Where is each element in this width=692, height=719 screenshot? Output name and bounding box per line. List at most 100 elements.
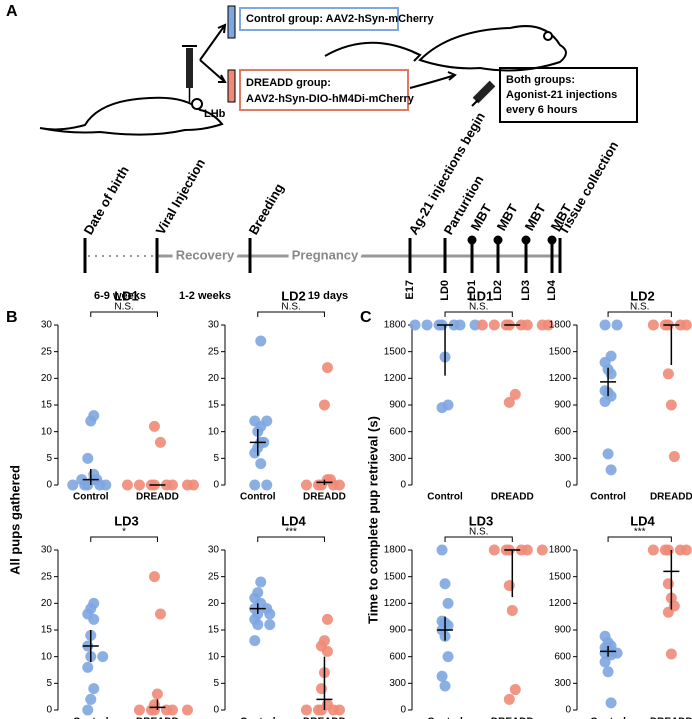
y-tick-label: 1800	[384, 545, 407, 556]
day-label: LD3	[520, 280, 532, 301]
syringe-left	[182, 45, 197, 102]
data-point	[436, 402, 448, 414]
x-tick-label: DREADD	[491, 717, 534, 719]
y-tick-label: 30	[41, 545, 53, 556]
data-point	[148, 699, 160, 711]
data-point	[665, 648, 677, 660]
panel-label: B	[6, 309, 18, 326]
x-tick-label: DREADD	[303, 717, 346, 719]
y-tick-label: 25	[208, 346, 220, 357]
data-point	[166, 704, 178, 716]
y-tick-label: 0	[565, 705, 571, 716]
y-tick-label: 0	[46, 480, 52, 491]
duration-label: 1-2 weeks	[179, 290, 231, 302]
data-point	[82, 661, 94, 673]
y-tick-label: 10	[208, 651, 220, 662]
y-tick-label: 300	[389, 453, 406, 464]
significance: ***	[634, 527, 646, 538]
significance-bracket	[607, 536, 672, 542]
y-tick-label: 900	[389, 400, 406, 411]
data-point	[503, 396, 515, 408]
y-tick-label: 5	[46, 678, 52, 689]
y-tick-label: 0	[213, 480, 219, 491]
data-point	[154, 436, 166, 448]
significance: N.S.	[114, 302, 133, 313]
data-point	[249, 635, 261, 647]
data-point	[333, 479, 345, 491]
data-point	[602, 666, 614, 678]
y-tick-label: 0	[565, 480, 571, 491]
x-tick-label: Control	[73, 717, 109, 719]
y-tick-label: 15	[41, 400, 53, 411]
significance: ***	[285, 527, 297, 538]
x-tick-label: Control	[240, 492, 276, 503]
data-point	[324, 474, 336, 486]
data-point	[133, 479, 145, 491]
event-label: Breeding	[246, 181, 287, 237]
y-tick-label: 900	[389, 625, 406, 636]
data-point	[439, 680, 451, 692]
y-tick-label: 0	[400, 480, 406, 491]
y-tick-label: 1200	[384, 373, 407, 384]
data-point	[148, 571, 160, 583]
data-point	[67, 479, 79, 491]
both-text: Both groups:	[506, 74, 575, 86]
data-point	[166, 479, 178, 491]
y-tick-label: 300	[554, 453, 571, 464]
both-text: every 6 hours	[506, 104, 578, 116]
significance-bracket	[90, 536, 158, 542]
y-tick-label: 0	[213, 705, 219, 716]
y-tick-label: 15	[208, 400, 220, 411]
data-point	[255, 335, 267, 347]
x-tick-label: Control	[73, 492, 109, 503]
day-label: LD2	[492, 280, 504, 301]
data-point	[521, 544, 533, 556]
x-tick-label: Control	[590, 717, 626, 719]
chart-title: LD3	[469, 513, 494, 528]
y-tick-label: 900	[554, 400, 571, 411]
x-tick-label: DREADD	[136, 717, 179, 719]
mbt-dot	[547, 235, 557, 245]
y-tick-label: 600	[554, 651, 571, 662]
chart-title: LD2	[281, 288, 306, 303]
data-point	[321, 699, 333, 711]
data-point	[249, 479, 261, 491]
chart-title: LD2	[630, 288, 655, 303]
data-point	[76, 474, 88, 486]
y-tick-label: 1800	[384, 320, 407, 331]
data-point	[662, 368, 674, 380]
y-tick-label: 300	[554, 678, 571, 689]
data-point	[321, 362, 333, 374]
significance: *	[122, 527, 126, 538]
region-label: LHb	[204, 108, 226, 120]
event-label: Viral Injection	[153, 156, 209, 237]
significance-bracket	[444, 311, 513, 317]
data-point	[599, 395, 611, 407]
panel-label: A	[6, 3, 18, 20]
chart-title: LD1	[469, 288, 494, 303]
rat-left	[39, 96, 224, 136]
data-point	[521, 319, 533, 331]
data-point	[536, 544, 548, 556]
data-point	[82, 704, 94, 716]
data-point	[680, 544, 692, 556]
data-point	[605, 464, 617, 476]
data-point	[249, 415, 261, 427]
data-point	[255, 458, 267, 470]
significance: N.S.	[469, 527, 488, 538]
event-label: MBT	[522, 201, 549, 233]
data-point	[668, 451, 680, 463]
data-point	[255, 576, 267, 588]
x-tick-label: Control	[240, 717, 276, 719]
data-point	[662, 578, 674, 590]
event-label: Tissue collection	[556, 139, 622, 238]
data-point	[506, 604, 518, 616]
data-point	[659, 544, 671, 556]
data-point	[454, 319, 466, 331]
mbt-dot	[467, 235, 477, 245]
event-label: Date of birth	[81, 163, 132, 237]
both-text: Agonist-21 injections	[506, 89, 617, 101]
y-tick-label: 1800	[549, 545, 572, 556]
data-point	[88, 410, 100, 422]
